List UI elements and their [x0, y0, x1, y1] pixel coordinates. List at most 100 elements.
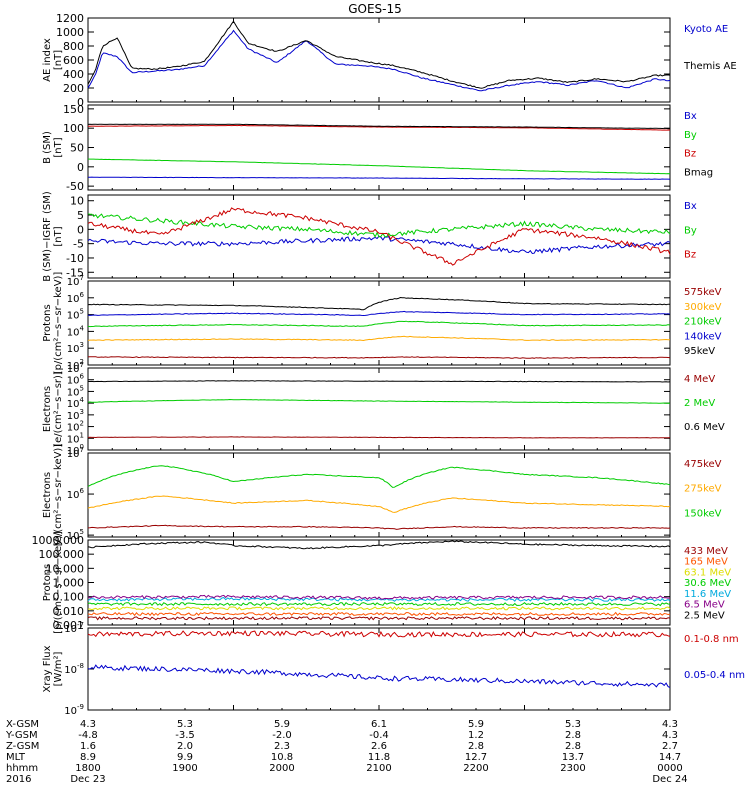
- x-row-label: Z-GSM: [6, 741, 39, 752]
- x-tick-value: Dec 24: [652, 774, 687, 785]
- y-tick-label: 104: [67, 324, 85, 338]
- y-tick-label: -15: [66, 266, 84, 279]
- x-tick-value: 1800: [75, 763, 100, 774]
- panel-xray: 10-9 10-8 10-7 Xray Flux [W/m²] 0.1-0.8 nm 0.0…: [42, 621, 745, 717]
- panel-bgsm: -50 0 50 100 150 B (SM) [nT] Bx By Bz Bmag: [42, 103, 713, 193]
- series-line-0-6-mev: [87, 380, 671, 383]
- legend-label: 210keV: [684, 317, 722, 328]
- y-axis-label: Protons: [42, 564, 53, 601]
- x-tick-value: 2.6: [371, 741, 387, 752]
- y-tick-label: -5: [73, 238, 84, 251]
- panel-frame: [87, 17, 671, 103]
- y-tick-label: 50: [70, 142, 84, 155]
- legend-label: By: [684, 130, 697, 141]
- x-tick-value: 9.9: [177, 752, 193, 763]
- x-tick-value: 2.0: [177, 741, 193, 752]
- x-tick-value: 2.7: [662, 741, 678, 752]
- series-line-4-mev: [87, 436, 671, 439]
- legend-label: 6.5 MeV: [684, 600, 725, 611]
- x-tick-value: 8.9: [80, 752, 96, 763]
- y-tick-label: 10-9: [64, 703, 84, 717]
- x-tick-value: 6.1: [371, 719, 387, 730]
- series-line-bmag: [87, 123, 670, 130]
- series-line-by: [87, 213, 671, 238]
- x-tick-value: 4.3: [662, 719, 678, 730]
- panel-frame: [87, 452, 671, 538]
- series-line-275kev: [87, 495, 671, 513]
- y-tick-label: 100.000: [39, 548, 85, 561]
- series-line-575kev: [87, 356, 671, 359]
- legend-label: Bz: [684, 149, 696, 160]
- x-tick-value: 5.9: [274, 719, 290, 730]
- legend-label: Bz: [684, 250, 696, 261]
- legend-label: 0.6 MeV: [684, 422, 725, 433]
- x-tick-value: 2000: [269, 763, 294, 774]
- y-tick-label: -50: [66, 180, 84, 193]
- series-line-30-6-mev: [87, 601, 671, 607]
- legend-label: 433 MeV: [684, 546, 728, 557]
- y-tick-label: 1200: [56, 12, 84, 25]
- y-tick-label: 107: [67, 274, 84, 288]
- x-tick-value: 2.8: [565, 741, 581, 752]
- y-axis-label: Xray Flux: [42, 645, 53, 692]
- legend-label: 2.5 MeV: [684, 610, 725, 621]
- x-tick-value: -4.8: [78, 730, 98, 741]
- y-axis-label: Electrons: [42, 386, 53, 432]
- y-axis-label: Electrons: [42, 472, 53, 518]
- y-tick-label: 0: [77, 223, 84, 236]
- y-axis-units: [nT]: [53, 137, 64, 157]
- legend-label: Bx: [684, 201, 697, 212]
- legend-label: 0.1-0.8 nm: [684, 634, 739, 645]
- y-tick-label: 0.010: [53, 605, 85, 618]
- x-axis-table: X-GSMY-GSMZ-GSMMLThhmm20164.3-4.81.68.91…: [5, 719, 688, 785]
- legend-label: 575keV: [684, 287, 722, 298]
- x-tick-value: 12.7: [465, 752, 487, 763]
- panel-frame: [87, 539, 671, 626]
- x-tick-value: 1.6: [80, 741, 96, 752]
- legend-label: 0.05-0.4 nm: [684, 670, 745, 681]
- series-line-11-6-mev: [87, 597, 671, 602]
- x-tick-value: 2100: [366, 763, 391, 774]
- y-tick-label: 1000.000: [32, 534, 85, 547]
- legend-label: Themis AE: [683, 61, 737, 72]
- series-line-6-5-mev: [87, 594, 671, 600]
- x-tick-value: 14.7: [659, 752, 681, 763]
- legend-label: 63.1 MeV: [684, 567, 731, 578]
- series-line-433-mev: [87, 616, 671, 621]
- x-tick-value: 1900: [172, 763, 197, 774]
- y-tick-label: 10: [70, 195, 84, 208]
- legend-label: 4 MeV: [684, 374, 715, 385]
- series-line-300kev: [87, 335, 670, 342]
- x-tick-value: Dec 23: [70, 774, 105, 785]
- series-line-bz: [88, 124, 671, 131]
- x-tick-value: 4.3: [662, 730, 678, 741]
- x-row-label: Y-GSM: [5, 730, 38, 741]
- panel-frame: [87, 280, 671, 366]
- y-tick-label: 0: [77, 161, 84, 174]
- series-line-0-1-0-8-nm: [87, 629, 671, 638]
- series-line-bx: [88, 176, 671, 180]
- legend-label: 475keV: [684, 459, 722, 470]
- y-axis-units: [e/(cm²−s−sr−keV)]: [53, 444, 64, 547]
- y-tick-label: 400: [63, 68, 84, 81]
- x-tick-value: 5.3: [177, 719, 193, 730]
- x-tick-value: -0.4: [369, 730, 389, 741]
- series-line-bx: [87, 235, 671, 255]
- series-line-2-5-mev: [87, 540, 671, 550]
- x-tick-value: 4.3: [80, 719, 96, 730]
- legend-label: Bmag: [684, 167, 713, 178]
- x-row-label: hhmm: [6, 763, 38, 774]
- legend-label: 275keV: [684, 484, 722, 495]
- y-tick-label: 107: [67, 446, 84, 460]
- y-tick-label: 103: [67, 341, 84, 355]
- legend-label: 11.6 MeV: [684, 589, 731, 600]
- x-tick-value: 2.3: [274, 741, 290, 752]
- y-axis-label: B (SM): [42, 131, 53, 164]
- y-tick-label: 0: [77, 96, 84, 109]
- series-line-bz: [87, 207, 671, 266]
